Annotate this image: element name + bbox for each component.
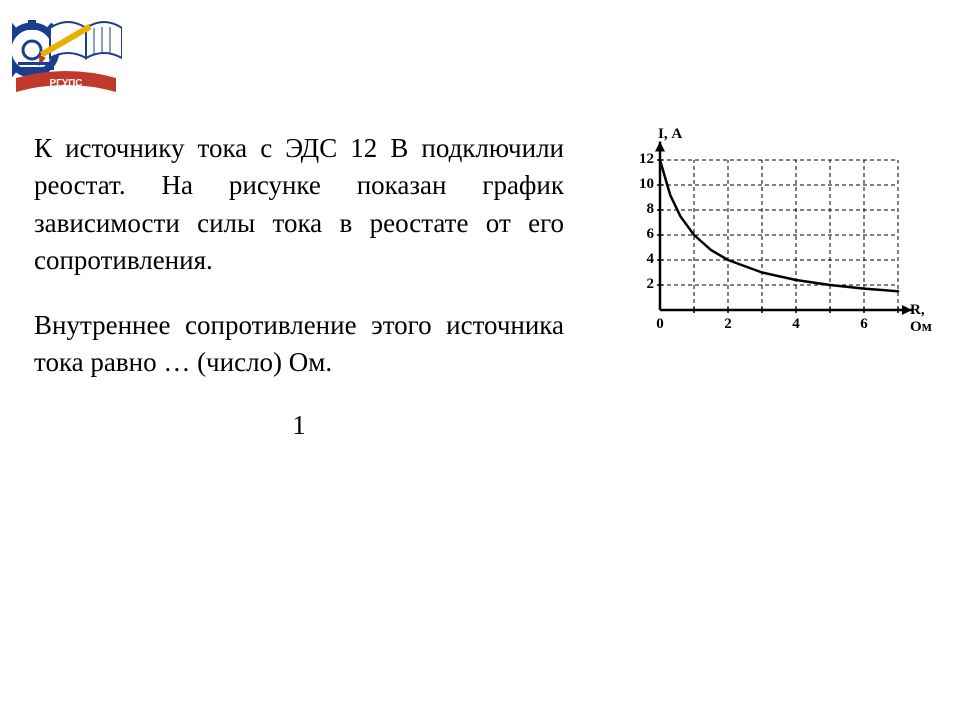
y-tick-label: 10 bbox=[630, 176, 654, 193]
problem-paragraph-1: К источнику тока с ЭДС 12 В подключили р… bbox=[34, 130, 564, 279]
x-tick-label: 0 bbox=[650, 316, 670, 333]
svg-text:РГУПС: РГУПС bbox=[50, 78, 83, 89]
y-tick-label: 12 bbox=[630, 151, 654, 168]
y-tick-label: 6 bbox=[630, 226, 654, 243]
y-tick-label: 8 bbox=[630, 201, 654, 218]
x-tick-label: 2 bbox=[718, 316, 738, 333]
y-tick-label: 4 bbox=[630, 251, 654, 268]
y-axis-label: I, А bbox=[658, 126, 682, 143]
x-tick-label: 6 bbox=[854, 316, 874, 333]
problem-paragraph-2: Внутреннее сопротивление этого источника… bbox=[34, 307, 564, 382]
x-tick-label: 4 bbox=[786, 316, 806, 333]
institution-logo: РГУПС bbox=[12, 12, 122, 100]
iv-chart: 246810120246I, АR, Ом bbox=[600, 140, 940, 360]
x-axis-label: R, Ом bbox=[910, 302, 940, 336]
problem-answer: 1 bbox=[34, 410, 564, 441]
y-tick-label: 2 bbox=[630, 276, 654, 293]
problem-content: К источнику тока с ЭДС 12 В подключили р… bbox=[34, 130, 564, 441]
